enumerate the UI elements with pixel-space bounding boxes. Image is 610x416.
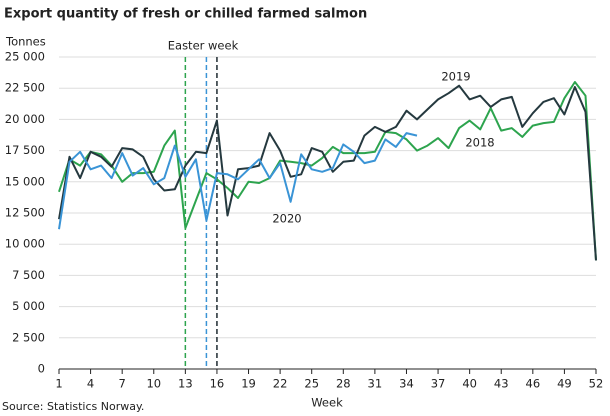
y-tick-label: 7 500 bbox=[12, 268, 45, 282]
x-tick-label: 46 bbox=[526, 377, 541, 391]
y-tick-label: 22 500 bbox=[5, 81, 45, 95]
source: Source: Statistics Norway. bbox=[2, 400, 144, 413]
y-tick-label: 25 000 bbox=[5, 50, 45, 64]
annotation: 2018 bbox=[465, 136, 494, 150]
annotation: 2020 bbox=[272, 212, 301, 226]
line-series bbox=[58, 81, 597, 261]
x-tick-label: 28 bbox=[336, 377, 351, 391]
x-tick-label: 31 bbox=[368, 377, 383, 391]
y-tick-label: 17 500 bbox=[5, 143, 45, 157]
x-tick-label: 25 bbox=[304, 377, 319, 391]
y-tick-label: 0 bbox=[38, 362, 45, 376]
x-tick-label: 34 bbox=[399, 377, 414, 391]
x-tick-label: 52 bbox=[589, 377, 604, 391]
x-axis-label: Week bbox=[311, 396, 343, 410]
x-tick-label: 43 bbox=[494, 377, 509, 391]
annotation: 2019 bbox=[441, 70, 470, 84]
chart-title: Export quantity of fresh or chilled farm… bbox=[4, 7, 367, 22]
x-tick-label: 4 bbox=[87, 377, 94, 391]
x-tick-label: 16 bbox=[210, 377, 225, 391]
x-tick-label: 13 bbox=[178, 377, 193, 391]
x-tick-label: 37 bbox=[431, 377, 446, 391]
x-tick-label: 19 bbox=[241, 377, 256, 391]
y-tick-label: 5 000 bbox=[12, 299, 45, 313]
x-tick-label: 10 bbox=[146, 377, 161, 391]
line-series bbox=[58, 84, 597, 261]
x-tick-label: 7 bbox=[119, 377, 126, 391]
x-tick-label: 1 bbox=[55, 377, 62, 391]
y-tick-label: 20 000 bbox=[5, 112, 45, 126]
y-tick-label: 15 000 bbox=[5, 174, 45, 188]
y-tick-label: 2 500 bbox=[12, 330, 45, 344]
x-tick-label: 22 bbox=[273, 377, 288, 391]
x-tick-label: 40 bbox=[462, 377, 477, 391]
y-tick-label: 10 000 bbox=[5, 237, 45, 251]
y-axis-label: Tonnes bbox=[5, 35, 46, 49]
x-tick-label: 49 bbox=[557, 377, 572, 391]
line-series bbox=[58, 132, 418, 230]
annotation: Easter week bbox=[168, 39, 239, 53]
y-tick-label: 12 500 bbox=[5, 206, 45, 220]
